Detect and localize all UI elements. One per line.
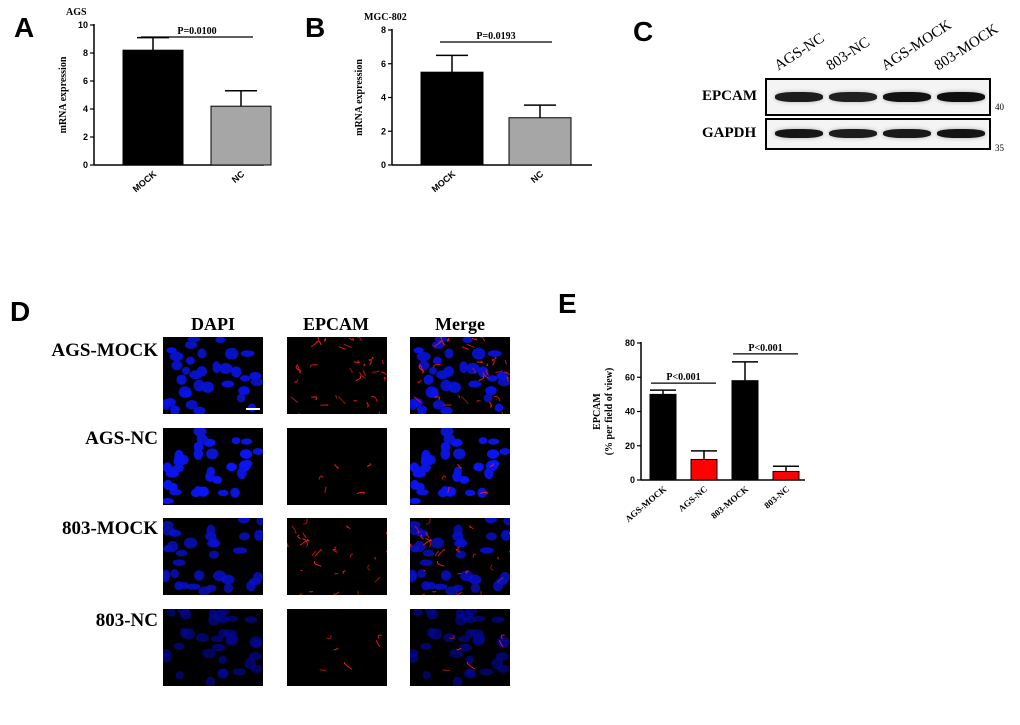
bar-b bbox=[420, 71, 484, 166]
panel-label-b: B bbox=[305, 12, 326, 43]
blot-mw-marker: 35 bbox=[995, 143, 1004, 153]
blot-band bbox=[883, 92, 931, 102]
bar-e bbox=[772, 470, 800, 481]
blot-band bbox=[937, 129, 985, 138]
micro-row-label: AGS-MOCK bbox=[51, 340, 158, 361]
blot-band bbox=[883, 129, 931, 138]
micrograph-merge bbox=[410, 428, 510, 505]
significance-label-e: P<0.001 bbox=[666, 372, 700, 383]
x-tick-label-a: MOCK bbox=[131, 169, 159, 195]
panel-label-c: C bbox=[633, 16, 654, 47]
y-tick-label-b: 2 bbox=[381, 126, 386, 136]
y-tick-label-a: 10 bbox=[78, 20, 88, 30]
micro-column-label: Merge bbox=[435, 314, 485, 334]
y-tick-label-e: 60 bbox=[625, 372, 635, 382]
micrograph-dapi bbox=[163, 428, 263, 505]
micrograph-dapi bbox=[163, 609, 263, 686]
y-tick-label-b: 8 bbox=[381, 25, 386, 35]
blot-mw-marker: 40 bbox=[995, 102, 1004, 112]
blot-strip-epcam bbox=[765, 78, 991, 116]
bar-e bbox=[649, 393, 677, 481]
significance-label-b: P=0.0193 bbox=[476, 31, 515, 42]
y-tick-label-e: 0 bbox=[630, 475, 635, 485]
bar-e bbox=[690, 458, 718, 481]
y-tick-label-a: 4 bbox=[83, 104, 88, 114]
bar-e bbox=[731, 380, 759, 481]
bar-a bbox=[210, 105, 272, 166]
micrograph-epcam bbox=[287, 428, 387, 505]
micrograph-epcam bbox=[287, 518, 387, 595]
micrograph-dapi bbox=[163, 337, 263, 414]
y-axis-label-e: EPCAM bbox=[592, 393, 603, 430]
micrograph-epcam bbox=[287, 609, 387, 686]
chart-title-a: AGS bbox=[66, 7, 87, 18]
y-axis-label2-e: (% per field of view) bbox=[604, 368, 615, 456]
panel-label-e: E bbox=[558, 288, 577, 319]
micro-row-label: 803-NC bbox=[95, 610, 158, 631]
micrograph-merge bbox=[410, 337, 510, 414]
micrograph-epcam bbox=[287, 337, 387, 414]
blot-row-label-epcam: EPCAM bbox=[702, 88, 757, 104]
x-tick-label-e: AGS-MOCK bbox=[623, 484, 668, 524]
y-tick-label-a: 2 bbox=[83, 132, 88, 142]
micro-row-label: AGS-NC bbox=[85, 428, 158, 449]
panel-label-a: A bbox=[14, 12, 35, 43]
micro-column-label: DAPI bbox=[191, 314, 235, 334]
y-tick-label-b: 0 bbox=[381, 160, 386, 170]
micro-row-label: 803-MOCK bbox=[61, 518, 158, 539]
blot-band bbox=[775, 129, 823, 138]
bar-a bbox=[122, 49, 184, 166]
y-tick-label-e: 80 bbox=[625, 338, 635, 348]
blot-band bbox=[775, 92, 823, 102]
x-tick-label-e: 803-NC bbox=[762, 484, 791, 511]
y-tick-label-a: 8 bbox=[83, 48, 88, 58]
scale-bar bbox=[246, 408, 260, 410]
micrograph-merge bbox=[410, 518, 510, 595]
x-tick-label-a: NC bbox=[230, 169, 247, 185]
y-tick-label-a: 0 bbox=[83, 160, 88, 170]
y-tick-label-b: 6 bbox=[381, 59, 386, 69]
x-tick-label-e: AGS-NC bbox=[676, 484, 709, 514]
blot-row-label-gapdh: GAPDH bbox=[702, 125, 757, 141]
y-tick-label-e: 40 bbox=[625, 407, 635, 417]
panel-label-d: D bbox=[10, 296, 31, 327]
y-tick-label-e: 20 bbox=[625, 441, 635, 451]
blot-band bbox=[937, 92, 985, 102]
x-tick-label-b: NC bbox=[529, 169, 546, 185]
micro-column-label: EPCAM bbox=[303, 314, 369, 334]
y-axis-label-b: mRNA expression bbox=[354, 59, 365, 136]
chart-title-b: MGC-802 bbox=[364, 12, 407, 23]
y-tick-label-a: 6 bbox=[83, 76, 88, 86]
micrograph-dapi bbox=[163, 518, 263, 595]
blot-band bbox=[829, 129, 877, 138]
bar-b bbox=[508, 117, 572, 166]
significance-label-a: P=0.0100 bbox=[177, 26, 216, 37]
significance-label-e: P<0.001 bbox=[748, 343, 782, 354]
x-tick-label-b: MOCK bbox=[430, 169, 458, 195]
y-tick-label-b: 4 bbox=[381, 93, 386, 103]
blot-band bbox=[829, 92, 877, 102]
y-axis-label-a: mRNA expression bbox=[58, 56, 69, 133]
micrograph-merge bbox=[410, 609, 510, 686]
x-tick-label-e: 803-MOCK bbox=[709, 484, 750, 521]
blot-strip-gapdh bbox=[765, 118, 991, 150]
